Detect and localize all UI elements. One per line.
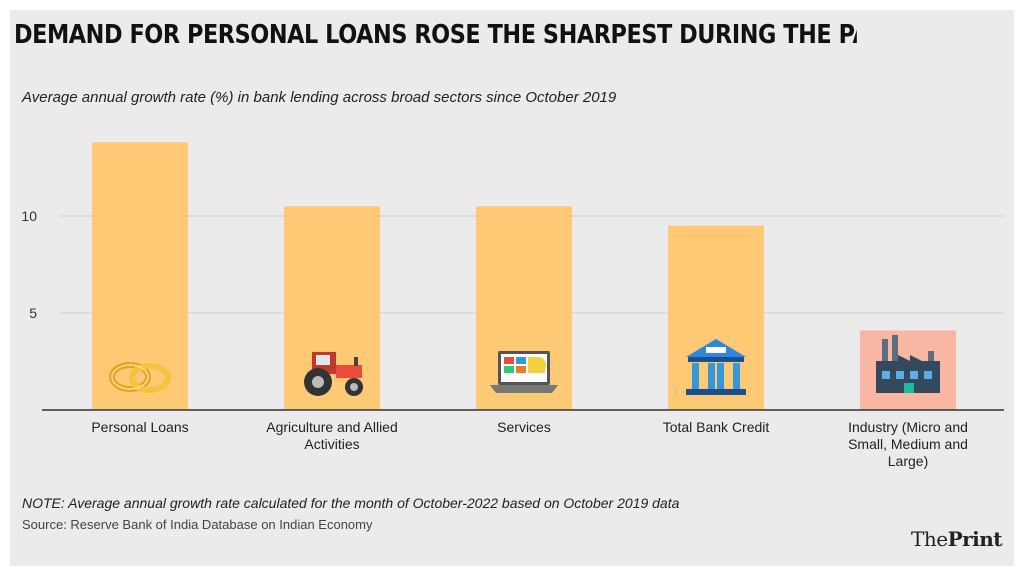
brand-prefix: The — [911, 527, 948, 551]
brand-name: Print — [947, 527, 1003, 551]
x-tick-label: Agriculture and Allied Activities — [266, 419, 398, 452]
bar — [284, 206, 380, 410]
x-tick-label: Services — [497, 419, 551, 435]
chart-subtitle: Average annual growth rate (%) in bank l… — [22, 89, 617, 106]
x-tick-label: Total Bank Credit — [662, 419, 770, 435]
source-line: Source: Reserve Bank of India Database o… — [22, 517, 373, 532]
footnote: NOTE: Average annual growth rate calcula… — [22, 495, 680, 511]
y-tick-label: 5 — [29, 305, 37, 321]
laptop-icon — [490, 351, 558, 393]
bar — [668, 225, 764, 410]
chart-title: DEMAND FOR PERSONAL LOANS ROSE THE SHARP… — [14, 20, 857, 50]
brand-logo: ThePrint — [911, 527, 1003, 551]
x-tick-label: Personal Loans — [91, 419, 189, 435]
x-tick-label: Industry (Micro and Small, Medium and La… — [848, 419, 968, 469]
y-tick-label: 10 — [21, 208, 37, 224]
